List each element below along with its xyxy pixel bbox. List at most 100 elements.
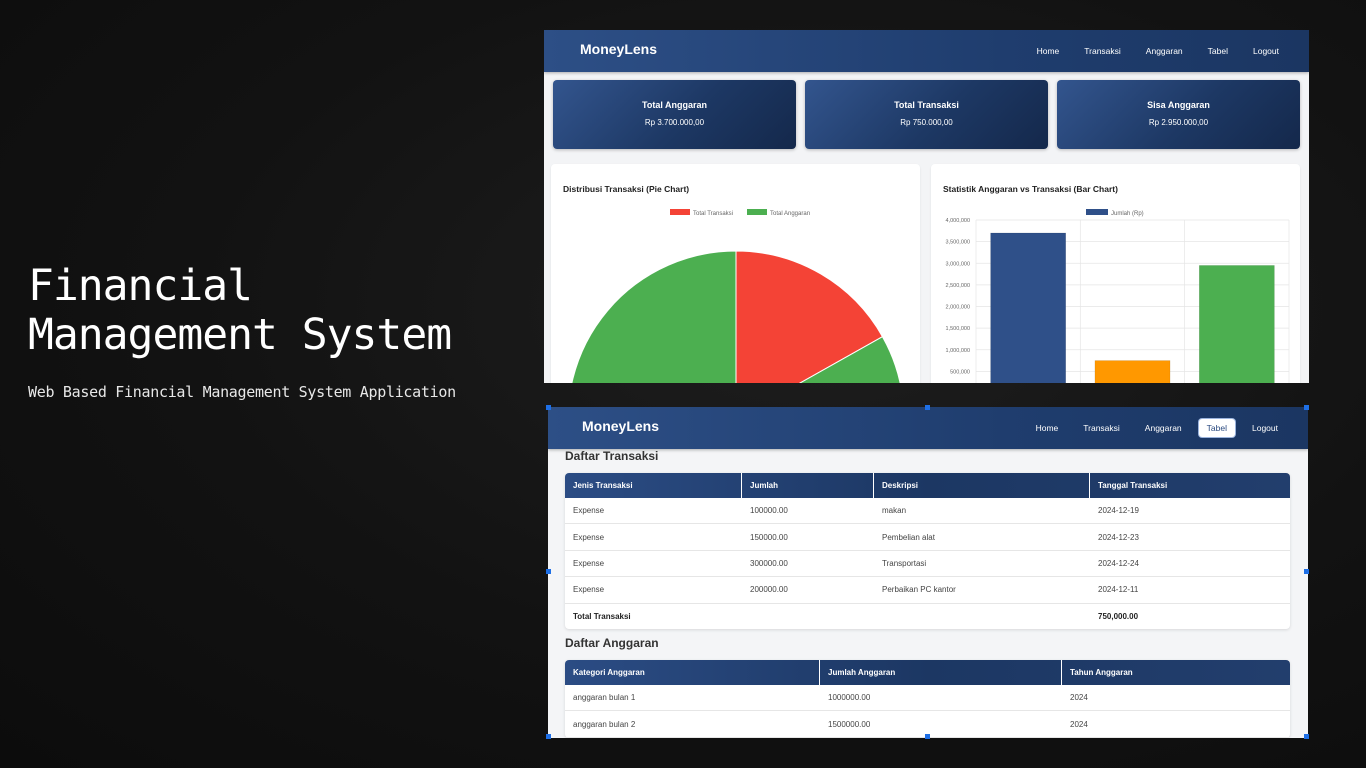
nav-anggaran[interactable]: Anggaran bbox=[1144, 423, 1182, 433]
y-tick-label: 500,000 bbox=[950, 369, 970, 375]
nav-tabel[interactable]: Tabel bbox=[1198, 419, 1235, 437]
nav-anggaran[interactable]: Anggaran bbox=[1145, 46, 1183, 56]
bar-chart: Jumlah (Rp) 4,000,000 3,500,000 3,000,000 2… bbox=[946, 209, 1290, 383]
card-value: Rp 750.000,00 bbox=[900, 118, 953, 127]
card-title: Sisa Anggaran bbox=[1147, 100, 1210, 110]
cell: anggaran bulan 2 bbox=[573, 719, 636, 729]
anggaran-table: Kategori Anggaran Jumlah Anggaran Tahun … bbox=[565, 660, 1290, 738]
hero-subtitle: Web Based Financial Management System Ap… bbox=[28, 383, 456, 401]
total-value: 750,000.00 bbox=[1098, 611, 1139, 621]
nav-menu: Home Transaksi Anggaran Tabel Logout bbox=[1020, 30, 1287, 72]
transaksi-table-header: Jenis Transaksi Jumlah Deskripsi Tanggal… bbox=[565, 473, 1290, 498]
pie-chart: Total Transaksi Total Anggaran bbox=[571, 209, 901, 383]
dashboard-screenshot: MoneyLens Home Transaksi Anggaran Tabel … bbox=[544, 30, 1309, 383]
col-kategori: Kategori Anggaran bbox=[565, 660, 820, 685]
card-total-anggaran: Total Anggaran Rp 3.700.000,00 bbox=[553, 80, 796, 149]
col-tahun: Tahun Anggaran bbox=[1070, 668, 1133, 677]
anggaran-table-title: Daftar Anggaran bbox=[565, 636, 659, 650]
selection-handle[interactable] bbox=[546, 569, 551, 574]
pie-slice-total-transaksi bbox=[735, 250, 884, 383]
bar-labels: 4,000,000 3,500,000 3,000,000 2,500,000 2,00… bbox=[946, 218, 970, 375]
brand-logo[interactable]: MoneyLens bbox=[582, 418, 660, 434]
hero-title-line2: Management System bbox=[28, 310, 452, 360]
selection-handle[interactable] bbox=[1304, 569, 1309, 574]
nav-home[interactable]: Home bbox=[1036, 46, 1060, 56]
nav-transaksi[interactable]: Transaksi bbox=[1083, 423, 1120, 433]
cell: 150000.00 bbox=[750, 532, 788, 542]
transaksi-table-title: Daftar Transaksi bbox=[565, 449, 659, 463]
cell: 2024-12-11 bbox=[1098, 585, 1139, 595]
bar-bars bbox=[990, 232, 1275, 383]
y-tick-label: 2,000,000 bbox=[946, 305, 970, 311]
card-value: Rp 2.950.000,00 bbox=[1148, 118, 1209, 127]
bar-total-anggaran bbox=[990, 232, 1066, 383]
nav-logout[interactable]: Logout bbox=[1253, 46, 1279, 56]
table-row: anggaran bulan 1 1000000.00 2024 bbox=[565, 685, 1290, 712]
cell: 200000.00 bbox=[750, 585, 788, 595]
bar-total-transaksi bbox=[1094, 360, 1171, 383]
card-title: Total Transaksi bbox=[894, 100, 959, 110]
cell: makan bbox=[882, 506, 907, 516]
pie-slices bbox=[571, 250, 901, 383]
card-title: Total Anggaran bbox=[642, 100, 707, 110]
cell: 300000.00 bbox=[750, 558, 788, 568]
y-tick-label: 1,500,000 bbox=[946, 326, 970, 332]
pie-slice-total-anggaran bbox=[571, 250, 901, 383]
bar-chart-panel: Statistik Anggaran vs Transaksi (Bar Cha… bbox=[931, 164, 1300, 383]
pie-chart-title: Distribusi Transaksi (Pie Chart) bbox=[563, 184, 690, 194]
legend-swatch bbox=[670, 209, 690, 215]
total-label: Total Transaksi bbox=[573, 611, 631, 621]
nav-transaksi[interactable]: Transaksi bbox=[1084, 46, 1121, 56]
cell: 2024-12-19 bbox=[1098, 506, 1139, 516]
card-sisa-anggaran: Sisa Anggaran Rp 2.950.000,00 bbox=[1057, 80, 1300, 149]
pie-chart-panel: Distribusi Transaksi (Pie Chart) Total T… bbox=[551, 164, 920, 383]
legend-label: Total Transaksi bbox=[693, 211, 733, 217]
y-tick-label: 2,500,000 bbox=[946, 283, 970, 289]
legend-swatch bbox=[747, 209, 767, 215]
selection-handle[interactable] bbox=[1304, 405, 1309, 410]
cell: Expense bbox=[573, 506, 605, 516]
cell: 2024 bbox=[1070, 693, 1088, 703]
cell: Expense bbox=[573, 585, 605, 595]
anggaran-table-header: Kategori Anggaran Jumlah Anggaran Tahun … bbox=[565, 660, 1290, 685]
cell: Perbaikan PC kantor bbox=[882, 585, 956, 595]
y-tick-label: 1,000,000 bbox=[946, 348, 970, 354]
bar-sisa-anggaran bbox=[1199, 265, 1275, 383]
cell: 1500000.00 bbox=[828, 719, 871, 729]
col-jenis: Jenis Transaksi bbox=[565, 473, 742, 498]
col-jumlah-anggaran: Jumlah Anggaran bbox=[820, 660, 1062, 685]
selection-handle[interactable] bbox=[546, 405, 551, 410]
col-deskripsi: Deskripsi bbox=[874, 473, 1090, 498]
nav-logout[interactable]: Logout bbox=[1252, 423, 1278, 433]
col-tanggal: Tanggal Transaksi bbox=[1098, 481, 1168, 490]
tables-screenshot: MoneyLens Home Transaksi Anggaran Tabel … bbox=[548, 407, 1308, 738]
bar-legend: Jumlah (Rp) bbox=[1086, 209, 1144, 217]
pie-legend: Total Transaksi Total Anggaran bbox=[670, 209, 810, 217]
cell: Pembelian alat bbox=[882, 532, 935, 542]
cell: 1000000.00 bbox=[828, 693, 871, 703]
table-row: Expense 300000.00 Transportasi 2024-12-2… bbox=[565, 551, 1290, 578]
nav-home[interactable]: Home bbox=[1035, 423, 1059, 433]
selection-handle[interactable] bbox=[1304, 734, 1309, 739]
cell: 2024-12-23 bbox=[1098, 532, 1139, 542]
cell: Expense bbox=[573, 532, 605, 542]
cell: Expense bbox=[573, 558, 605, 568]
selection-handle[interactable] bbox=[925, 405, 930, 410]
selection-handle[interactable] bbox=[546, 734, 551, 739]
hero-title: Financial Management System bbox=[28, 262, 452, 360]
legend-label: Jumlah (Rp) bbox=[1111, 211, 1144, 217]
nav-menu: Home Transaksi Anggaran Tabel Logout bbox=[1019, 407, 1286, 449]
navbar: MoneyLens Home Transaksi Anggaran Tabel … bbox=[548, 407, 1308, 449]
brand-logo[interactable]: MoneyLens bbox=[580, 41, 658, 57]
y-tick-label: 3,500,000 bbox=[946, 240, 970, 246]
table-row: Expense 150000.00 Pembelian alat 2024-12… bbox=[565, 524, 1290, 551]
legend-label: Total Anggaran bbox=[770, 211, 810, 217]
card-value: Rp 3.700.000,00 bbox=[644, 118, 705, 127]
cell: Transportasi bbox=[882, 558, 927, 568]
table-row: Expense 200000.00 Perbaikan PC kantor 20… bbox=[565, 577, 1290, 604]
nav-tabel[interactable]: Tabel bbox=[1207, 46, 1228, 56]
cell: 100000.00 bbox=[750, 506, 788, 516]
y-tick-label: 3,000,000 bbox=[946, 261, 970, 267]
cell: 2024-12-24 bbox=[1098, 558, 1139, 568]
selection-handle[interactable] bbox=[925, 734, 930, 739]
